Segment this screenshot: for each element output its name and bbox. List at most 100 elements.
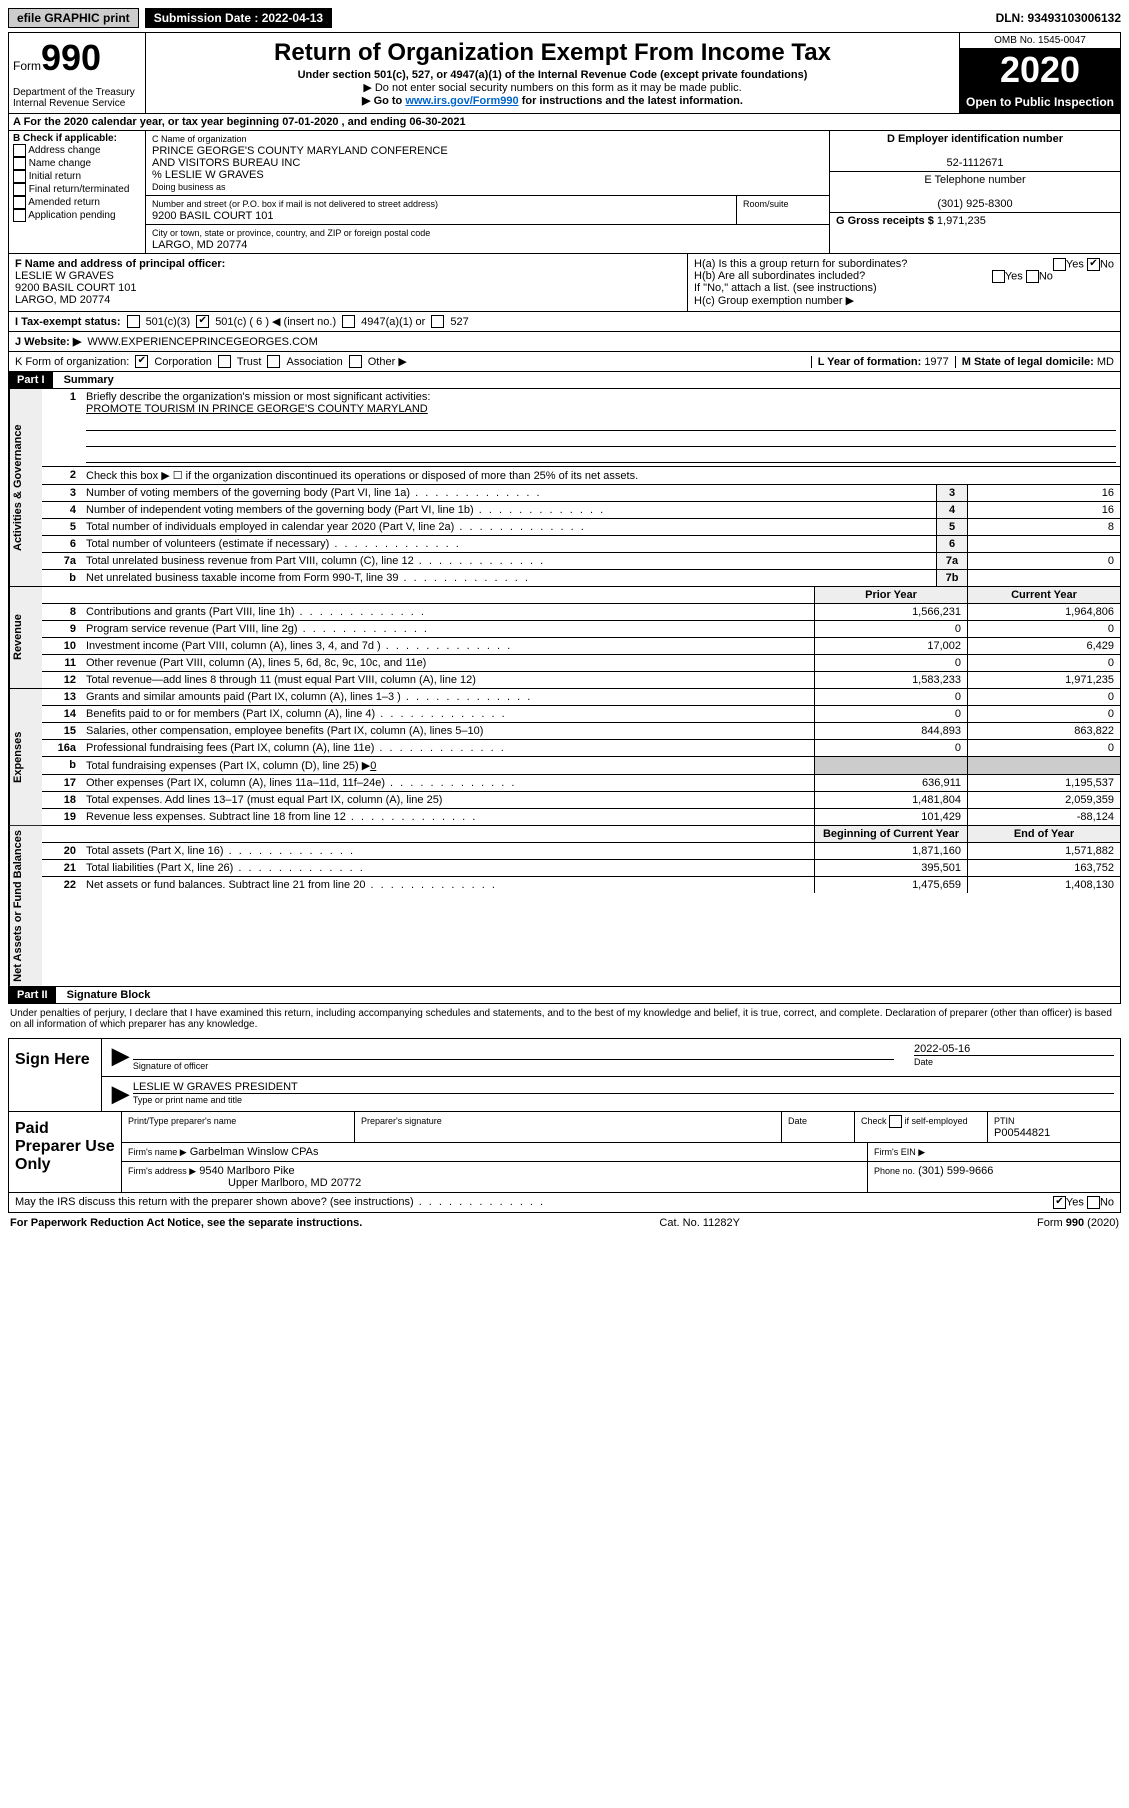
note-goto-a: ▶ Go to [362, 95, 405, 107]
form-subtitle: Under section 501(c), 527, or 4947(a)(1)… [154, 69, 951, 81]
hb-note: If "No," attach a list. (see instruction… [694, 282, 1114, 294]
b-label: B Check if applicable: [13, 133, 117, 144]
mission-text: PROMOTE TOURISM IN PRINCE GEORGE'S COUNT… [86, 403, 428, 415]
k-other[interactable] [349, 355, 362, 368]
e-label: E Telephone number [924, 174, 1025, 186]
officer-city: LARGO, MD 20774 [15, 294, 110, 306]
p11: 0 [814, 655, 967, 671]
gross-receipts: 1,971,235 [937, 215, 986, 227]
irs-link[interactable]: www.irs.gov/Form990 [405, 95, 518, 107]
ptin: P00544821 [994, 1127, 1050, 1139]
i-4947[interactable] [342, 315, 355, 328]
c15: 863,822 [967, 723, 1120, 739]
p16a: 0 [814, 740, 967, 756]
k-corp[interactable]: ✔ [135, 355, 148, 368]
date-label: Date [914, 1057, 933, 1067]
i-501c3[interactable] [127, 315, 140, 328]
form-header: Form990 Department of the Treasury Inter… [8, 32, 1121, 114]
k-trust[interactable] [218, 355, 231, 368]
ha-no[interactable]: ✔ [1087, 258, 1100, 271]
discuss-yes[interactable]: ✔ [1053, 1196, 1066, 1209]
c8: 1,964,806 [967, 604, 1120, 620]
section-i: I Tax-exempt status: 501(c)(3) ✔ 501(c) … [8, 312, 1121, 332]
discuss-no[interactable] [1087, 1196, 1100, 1209]
checkbox-address-change[interactable] [13, 144, 26, 157]
val-7a: 0 [967, 553, 1120, 569]
officer-printed: LESLIE W GRAVES PRESIDENT [133, 1081, 1114, 1094]
val-6 [967, 536, 1120, 552]
street-address: 9200 BASIL COURT 101 [152, 210, 273, 222]
expenses-section: Expenses 13Grants and similar amounts pa… [8, 689, 1121, 826]
c22: 1,408,130 [967, 877, 1120, 893]
website: WWW.EXPERIENCEPRINCEGEORGES.COM [87, 336, 317, 348]
c17: 1,195,537 [967, 775, 1120, 791]
val-7b [967, 570, 1120, 586]
checkbox-name-change[interactable] [13, 157, 26, 170]
net-assets-section: Net Assets or Fund Balances Beginning of… [8, 826, 1121, 987]
p20: 1,871,160 [814, 843, 967, 859]
c12: 1,971,235 [967, 672, 1120, 688]
checkbox-initial-return[interactable] [13, 170, 26, 183]
paid-preparer-block: Paid Preparer Use Only Print/Type prepar… [8, 1112, 1121, 1193]
checkbox-amended-return[interactable] [13, 196, 26, 209]
part2-tag: Part II [9, 987, 56, 1003]
activities-governance-section: Activities & Governance 1 Briefly descri… [8, 389, 1121, 587]
c20: 1,571,882 [967, 843, 1120, 859]
officer-addr: 9200 BASIL COURT 101 [15, 282, 136, 294]
submission-date: Submission Date : 2022-04-13 [145, 8, 332, 28]
name-label: Type or print name and title [133, 1095, 242, 1105]
open-to-public: Open to Public Inspection [960, 91, 1120, 113]
section-bcd: B Check if applicable: Address change Na… [8, 131, 1121, 254]
form-footer: Form 990 (2020) [1037, 1217, 1119, 1229]
c19: -88,124 [967, 809, 1120, 825]
addr-label: Number and street (or P.O. box if mail i… [152, 199, 438, 209]
revenue-section: Revenue Prior YearCurrent Year 8Contribu… [8, 587, 1121, 689]
hc-label: H(c) Group exemption number ▶ [694, 294, 1114, 307]
org-name-2: AND VISITORS BUREAU INC [152, 157, 300, 169]
cat-no: Cat. No. 11282Y [659, 1217, 740, 1229]
note-goto-b: for instructions and the latest informat… [519, 95, 743, 107]
penalty-text: Under penalties of perjury, I declare th… [8, 1004, 1121, 1034]
k-assoc[interactable] [267, 355, 280, 368]
omb-number: OMB No. 1545-0047 [960, 33, 1120, 49]
p13: 0 [814, 689, 967, 705]
form-title: Return of Organization Exempt From Incom… [154, 39, 951, 67]
sig-label: Signature of officer [133, 1061, 208, 1071]
sign-here-label: Sign Here [9, 1039, 102, 1111]
i-501c[interactable]: ✔ [196, 315, 209, 328]
i-527[interactable] [431, 315, 444, 328]
ha-label: H(a) Is this a group return for subordin… [694, 258, 907, 270]
checkbox-final-return[interactable] [13, 183, 26, 196]
hb-yes[interactable] [992, 270, 1005, 283]
side-rev: Revenue [9, 587, 42, 688]
side-exp: Expenses [9, 689, 42, 825]
efile-button[interactable]: efile GRAPHIC print [8, 8, 139, 28]
hb-label: H(b) Are all subordinates included? [694, 270, 865, 282]
section-j: J Website: ▶ WWW.EXPERIENCEPRINCEGEORGES… [8, 332, 1121, 352]
form-number: 990 [41, 37, 101, 78]
checkbox-application-pending[interactable] [13, 209, 26, 222]
phone-value: (301) 925-8300 [937, 198, 1012, 210]
c10: 6,429 [967, 638, 1120, 654]
f-label: F Name and address of principal officer: [15, 258, 225, 270]
self-employed-check[interactable] [889, 1115, 902, 1128]
officer-name: LESLIE W GRAVES [15, 270, 114, 282]
p18: 1,481,804 [814, 792, 967, 808]
d-label: D Employer identification number [887, 133, 1063, 145]
org-name-1: PRINCE GEORGE'S COUNTY MARYLAND CONFEREN… [152, 145, 448, 157]
sign-here-block: Sign Here ▶ Signature of officer 2022-05… [8, 1038, 1121, 1112]
tax-year: 2020 [960, 49, 1120, 91]
city-state-zip: LARGO, MD 20774 [152, 239, 247, 251]
part1-title: Summary [56, 372, 122, 388]
g-label: G Gross receipts $ [836, 215, 934, 227]
c16a: 0 [967, 740, 1120, 756]
c9: 0 [967, 621, 1120, 637]
department: Department of the Treasury Internal Reve… [13, 87, 141, 109]
p10: 17,002 [814, 638, 967, 654]
c14: 0 [967, 706, 1120, 722]
note-ssn: ▶ Do not enter social security numbers o… [154, 81, 951, 94]
p9: 0 [814, 621, 967, 637]
hb-no[interactable] [1026, 270, 1039, 283]
ha-yes[interactable] [1053, 258, 1066, 271]
section-klm: K Form of organization: ✔ Corporation Tr… [8, 352, 1121, 372]
